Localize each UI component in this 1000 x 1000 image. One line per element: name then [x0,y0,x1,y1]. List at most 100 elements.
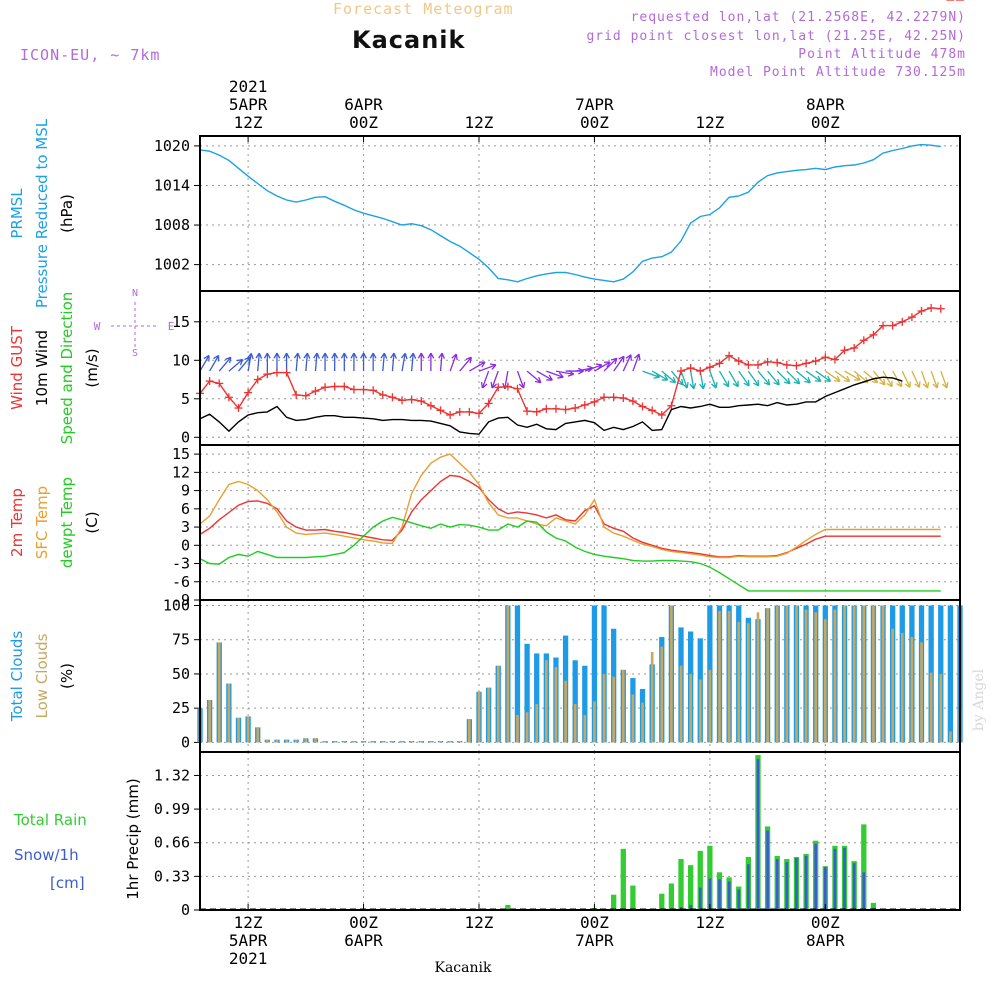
gust-marker [734,357,743,366]
panel-title: dewpt Temp [58,477,76,568]
gust-marker [638,402,647,411]
low-cloud-bar [612,676,615,743]
low-cloud-bar [294,739,298,743]
wind-direction-arrow [516,370,526,389]
time-label: 00Z [349,913,378,932]
gust-marker [763,357,772,366]
gust-marker [330,382,339,391]
low-cloud-bar [506,605,510,743]
low-cloud-bar [275,739,279,743]
wind-direction-arrow [757,370,771,386]
low-cloud-bar [429,741,433,743]
y-tick-label: 0 [181,733,190,751]
rain-bar [687,865,694,910]
low-cloud-bar [862,605,866,743]
wind-direction-arrow [901,370,911,388]
gust-marker [349,385,358,394]
time-label: 5APR [229,95,268,114]
wind-direction-arrow [738,370,750,387]
low-cloud-bar [756,612,760,743]
rain-bar [707,845,713,910]
y-tick-label: 15 [172,313,190,331]
low-cloud-bar [775,605,779,743]
wind-direction-arrow [263,352,271,372]
snow-bar [852,863,856,910]
grid-point: grid point closest lon,lat (21.25E, 42.2… [586,29,966,44]
gust-marker [244,388,253,397]
wind-direction-arrow [834,370,851,383]
low-cloud-bar [660,646,664,743]
low-cloud-bar [487,687,490,743]
gust-marker [898,317,907,326]
wind-direction-arrow [255,352,263,372]
panel-title: Low Clouds [33,633,51,718]
time-label: 2021 [229,77,268,96]
low-cloud-bar [910,636,914,743]
low-cloud-bar [371,741,375,743]
low-cloud-bar [747,623,750,743]
gust-marker [378,390,387,399]
gust-marker [359,385,368,394]
y-tick-label: 5 [181,390,190,408]
time-label: 6APR [344,931,383,950]
gust-marker [782,360,791,369]
low-cloud-bar [843,605,846,743]
total-cloud-bar [572,660,578,743]
gust-marker [753,360,762,369]
wind-direction-arrow [911,370,921,388]
gust-marker [215,379,224,388]
wind-direction-arrow [786,370,801,385]
y-tick-label: 0.33 [154,867,190,885]
low-cloud-bar [554,667,558,743]
low-cloud-bar [419,741,423,743]
wind-direction-arrow [767,370,780,386]
wind-direction-arrow [228,358,244,372]
gust-marker [869,330,878,339]
wind-compass: N S E W [94,288,175,359]
gust-marker [696,367,705,376]
wind-direction-arrow [246,352,254,372]
panel-title: [cm] [50,874,85,892]
rain-bar [611,894,617,910]
y-tick-label: 1.32 [154,766,190,784]
gust-marker [830,355,839,364]
gust-marker [282,368,291,377]
time-label: 00Z [811,113,840,132]
wind-direction-arrow [709,370,718,389]
low-cloud-bar [708,669,712,743]
wind-direction-arrow [796,370,811,384]
low-cloud-bar [785,605,789,743]
low-cloud-bar [852,605,856,743]
total-cloud-bar [514,605,521,743]
wind-direction-arrow [199,354,210,372]
gust-marker [907,313,916,322]
low-cloud-bar [381,741,385,743]
gust-marker [523,407,532,416]
low-cloud-bar [468,719,471,743]
low-cloud-bar [352,741,356,743]
total-cloud-bar [524,643,530,743]
rain-bar [668,883,675,910]
gust-marker [619,394,628,403]
low-cloud-bar [939,673,943,743]
gust-marker [369,386,378,395]
wind-direction-arrow [400,352,408,372]
snow-bar [814,843,818,910]
wind-direction-arrow [313,352,321,372]
low-cloud-bar [737,621,741,743]
wind-direction-arrow [218,356,232,372]
low-cloud-bar [641,702,644,743]
gust-marker [859,336,868,345]
gust-marker [705,363,714,372]
gust-marker [340,382,349,391]
low-cloud-bar [266,739,269,743]
wind-direction-arrow [478,363,497,372]
wind-direction-arrow [747,370,760,387]
panel-title: Snow/1h [14,846,79,864]
y-tick-label: 9 [181,482,190,500]
model-altitude: Model Point Altitude 730.125m [710,65,966,80]
snow-bar [823,867,827,910]
low-cloud-bar [217,642,221,743]
wind-direction-arrow [350,352,358,372]
